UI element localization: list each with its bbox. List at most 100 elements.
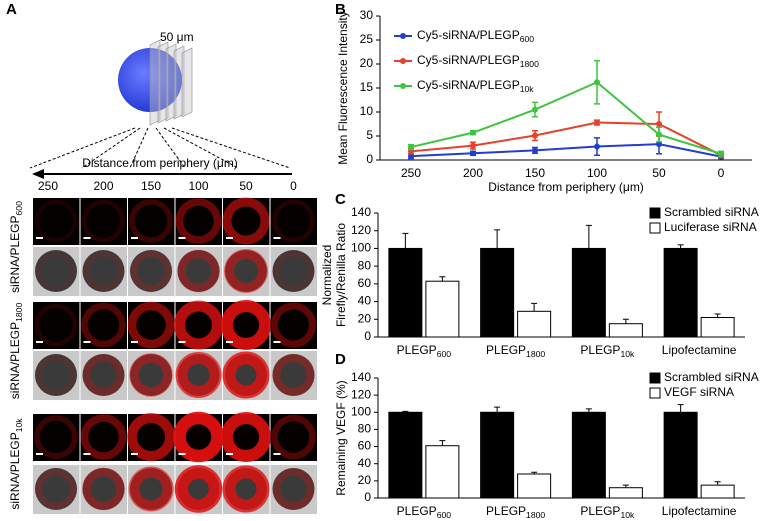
merged-signal bbox=[177, 249, 220, 293]
spheroid bbox=[272, 250, 315, 292]
error-bar bbox=[439, 276, 446, 282]
merged-signal bbox=[175, 352, 222, 398]
distance-tick: 0 bbox=[290, 179, 297, 193]
point bbox=[470, 129, 476, 136]
y-tick-label: 15 bbox=[360, 80, 374, 94]
y-tick-label: 0 bbox=[366, 152, 373, 166]
y-tick-label: 5 bbox=[366, 128, 373, 142]
point bbox=[470, 150, 476, 157]
error-bar bbox=[677, 244, 684, 249]
error-bar bbox=[439, 440, 446, 446]
spheroid bbox=[130, 250, 172, 292]
y-tick-label: 60 bbox=[358, 276, 372, 290]
point bbox=[656, 141, 662, 148]
legend-swatch bbox=[649, 222, 661, 234]
x-tick-label: Lipofectamine bbox=[662, 343, 737, 357]
y-tick-label: 100 bbox=[351, 241, 371, 255]
bar bbox=[663, 247, 698, 338]
scale-label: 50 μm bbox=[160, 30, 194, 44]
y-tick-label: 140 bbox=[351, 370, 371, 384]
bar bbox=[388, 411, 423, 499]
error-bar bbox=[677, 404, 684, 413]
y-tick-label: 0 bbox=[364, 329, 371, 343]
fluorescence-signal bbox=[127, 301, 175, 349]
y-tick-label: 40 bbox=[358, 456, 372, 470]
fluorescence-signal bbox=[222, 197, 270, 245]
row-label: siRNA/PLEGP10k bbox=[8, 418, 24, 510]
bar bbox=[700, 484, 735, 499]
merged-signal bbox=[222, 465, 270, 513]
fluorescence-signal bbox=[221, 412, 271, 462]
bar bbox=[663, 411, 698, 499]
panel-label: C bbox=[335, 191, 346, 208]
merged-signal bbox=[83, 251, 124, 291]
y-axis-label: Normalized bbox=[320, 245, 334, 306]
y-tick-label: 20 bbox=[358, 473, 372, 487]
bar bbox=[425, 445, 460, 499]
fluorescence-signal bbox=[81, 302, 126, 348]
y-tick-label: 60 bbox=[358, 439, 372, 453]
distance-tick: 250 bbox=[38, 179, 58, 193]
distance-tick: 150 bbox=[141, 179, 161, 193]
point bbox=[532, 147, 538, 154]
distance-tick: 50 bbox=[239, 179, 253, 193]
legend-marker bbox=[400, 83, 406, 89]
distance-tick: 100 bbox=[188, 179, 208, 193]
fluorescence-signal bbox=[272, 199, 315, 243]
series-line bbox=[410, 81, 722, 155]
x-tick-label: PLEGP10k bbox=[580, 343, 635, 359]
error-bar bbox=[531, 302, 538, 312]
y-tick-label: 120 bbox=[351, 223, 371, 237]
bar bbox=[571, 247, 606, 338]
error-bar bbox=[622, 484, 629, 488]
legend-label: Cy5-siRNA/PLEGP10k bbox=[417, 78, 534, 94]
spheroid bbox=[82, 468, 125, 510]
x-tick-label: PLEGP600 bbox=[397, 343, 452, 359]
legend-label: Cy5-siRNA/PLEGP1800 bbox=[417, 53, 539, 69]
spheroid bbox=[177, 250, 220, 292]
legend-label: Luciferase siRNA bbox=[664, 220, 757, 234]
merged-signal bbox=[128, 466, 174, 512]
x-tick-label: 100 bbox=[587, 166, 607, 180]
y-tick-label: 100 bbox=[351, 404, 371, 418]
fluorescence-signal bbox=[129, 199, 173, 243]
point bbox=[532, 132, 538, 139]
bar bbox=[608, 323, 643, 338]
slices bbox=[149, 39, 193, 126]
legend-swatch bbox=[649, 207, 661, 219]
point bbox=[532, 106, 538, 113]
merged-signal bbox=[36, 355, 76, 395]
merged-signal bbox=[174, 465, 223, 513]
merged-signal bbox=[82, 354, 125, 396]
series-line bbox=[410, 121, 722, 157]
point bbox=[594, 143, 600, 150]
point bbox=[470, 142, 476, 149]
arrow-head bbox=[32, 169, 44, 179]
merged-signal bbox=[272, 468, 315, 510]
panel-label: D bbox=[335, 351, 346, 368]
x-tick-label: 250 bbox=[401, 166, 421, 180]
y-tick-label: 80 bbox=[358, 422, 372, 436]
panel-label: A bbox=[6, 1, 17, 18]
fluorescence-signal bbox=[34, 415, 78, 459]
bar bbox=[388, 247, 423, 338]
error-bar bbox=[714, 481, 721, 486]
error-bar bbox=[585, 224, 592, 249]
spheroid bbox=[35, 354, 77, 396]
x-tick-label: 200 bbox=[463, 166, 483, 180]
x-tick-label: 150 bbox=[525, 166, 545, 180]
row-label: siRNA/PLEGP600 bbox=[8, 201, 24, 293]
merged-signal bbox=[222, 351, 270, 399]
row-label: siRNA/PLEGP1800 bbox=[8, 303, 24, 400]
error-bar bbox=[494, 406, 501, 413]
bar bbox=[608, 487, 643, 499]
x-tick-label: PLEGP1800 bbox=[486, 504, 545, 520]
panel-label: B bbox=[335, 1, 346, 18]
fluorescence-signal bbox=[127, 413, 175, 461]
x-tick-label: 0 bbox=[718, 166, 725, 180]
spheroid bbox=[130, 354, 172, 396]
fluorescence-signal bbox=[34, 303, 78, 347]
y-tick-label: 25 bbox=[360, 32, 374, 46]
point bbox=[656, 121, 662, 127]
y-tick-label: 10 bbox=[360, 104, 374, 118]
